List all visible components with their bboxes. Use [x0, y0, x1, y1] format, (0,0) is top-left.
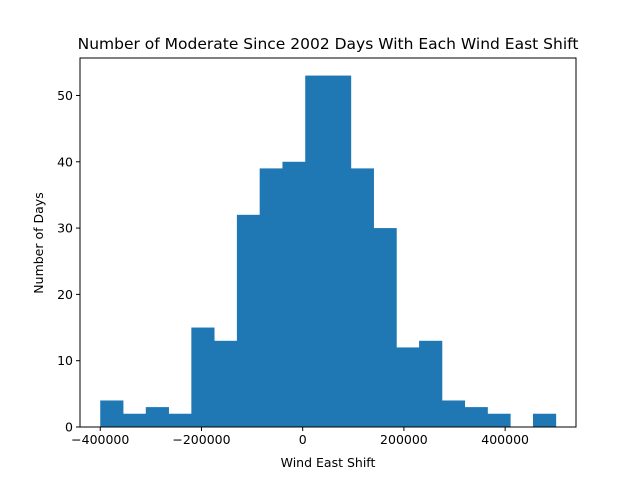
- x-tick-label: 400000: [481, 432, 529, 447]
- histogram-bar: [259, 168, 283, 427]
- histogram-bar: [191, 327, 215, 427]
- chart-title: Number of Moderate Since 2002 Days With …: [78, 35, 579, 53]
- histogram-bar: [214, 340, 238, 427]
- histogram-bar: [282, 161, 306, 428]
- y-tick-label: 50: [57, 88, 73, 103]
- y-tick-label: 40: [57, 154, 73, 169]
- histogram-bar: [396, 347, 420, 427]
- histogram-bar: [145, 407, 169, 427]
- x-axis-ticks: −400000 −200000 0 200000 400000: [71, 427, 529, 447]
- plot-frame: [79, 57, 577, 428]
- y-tick-label: 10: [57, 353, 73, 368]
- histogram-bar: [305, 75, 329, 428]
- bars-group: [100, 75, 557, 428]
- histogram-bar: [168, 413, 192, 427]
- y-axis-label: Number of Days: [31, 192, 46, 293]
- histogram-bar: [350, 168, 374, 427]
- histogram-bar: [487, 413, 511, 427]
- x-tick-label: 200000: [380, 432, 428, 447]
- histogram-bar: [532, 413, 557, 427]
- x-tick-label: −400000: [71, 432, 129, 447]
- histogram-bar: [464, 407, 488, 427]
- histogram-bar: [236, 214, 261, 427]
- histogram-bar: [441, 400, 466, 427]
- histogram-bar: [419, 340, 443, 427]
- x-axis-label: Wind East Shift: [281, 455, 376, 470]
- x-tick-label: −200000: [172, 432, 230, 447]
- y-axis-ticks: 0 10 20 30 40 50: [57, 88, 80, 435]
- histogram-bar: [328, 75, 352, 428]
- y-tick-label: 20: [57, 287, 73, 302]
- y-tick-label: 0: [65, 420, 73, 435]
- histogram-bar: [123, 413, 147, 427]
- histogram-bar: [373, 228, 397, 427]
- y-tick-label: 30: [57, 221, 73, 236]
- x-tick-label: 0: [299, 432, 307, 447]
- histogram-bar: [100, 400, 124, 427]
